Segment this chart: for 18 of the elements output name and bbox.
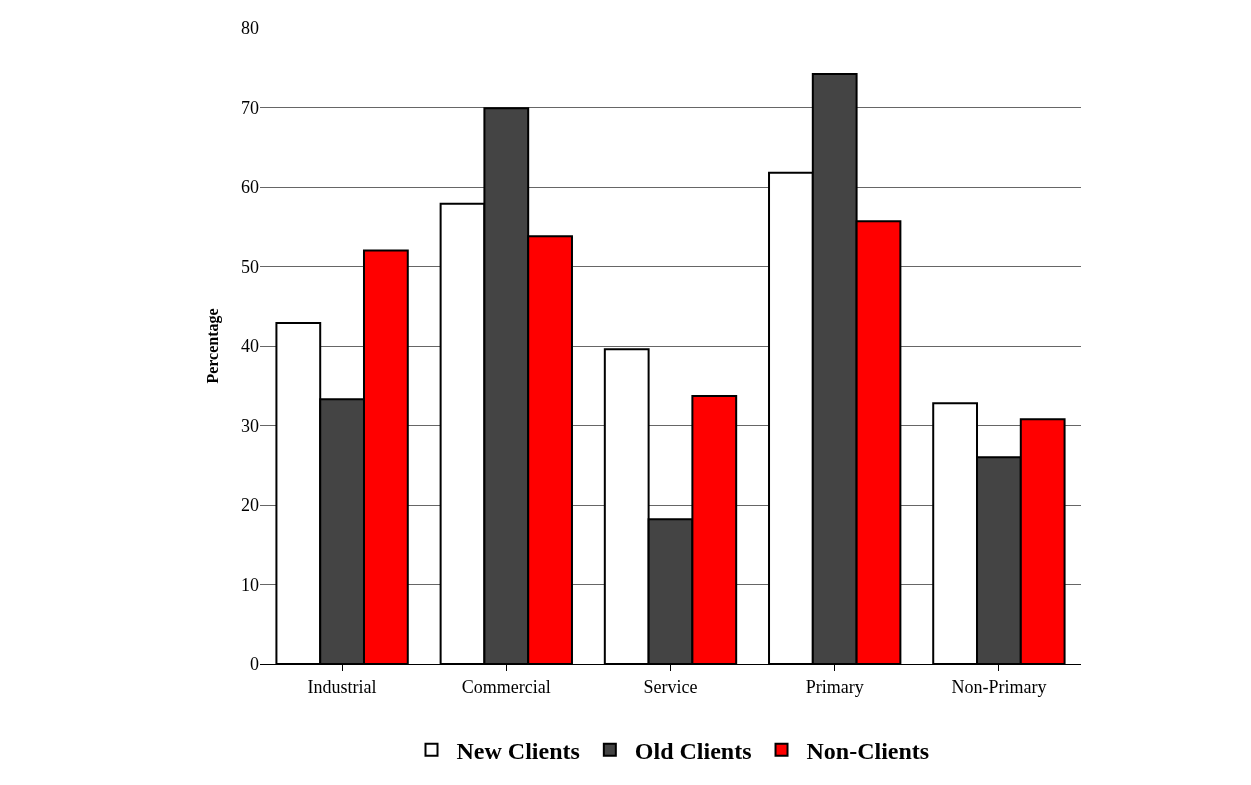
- y-tick-label: 0: [250, 654, 259, 675]
- y-tick-label: 70: [241, 97, 259, 118]
- x-tick-label: Commercial: [461, 676, 551, 697]
- y-tick-label: 50: [241, 256, 259, 277]
- y-axis-title: Percentage: [204, 308, 222, 384]
- x-tick-label: Non-Primary: [951, 676, 1047, 697]
- y-tick-label: 30: [241, 415, 259, 436]
- y-tick-label: 10: [241, 574, 259, 595]
- y-tick-label: 60: [241, 177, 259, 198]
- legend-label: New Clients: [456, 738, 580, 765]
- legend-label: Non-Clients: [806, 738, 930, 765]
- x-tick-label: Industrial: [307, 676, 377, 697]
- legend-label: Old Clients: [634, 738, 752, 765]
- y-tick-label: 20: [241, 495, 259, 516]
- x-tick-label: Service: [643, 676, 698, 697]
- x-tick-label: Primary: [805, 676, 864, 697]
- y-tick-label: 80: [241, 18, 259, 39]
- y-tick-label: 40: [241, 336, 259, 357]
